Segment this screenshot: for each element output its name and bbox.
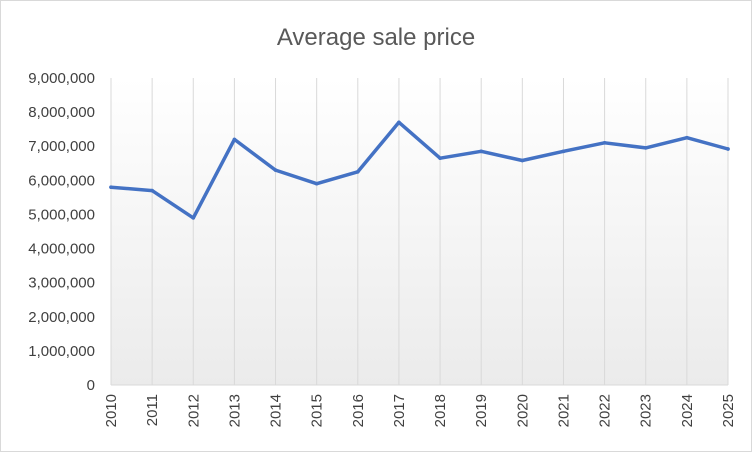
- x-axis: 2010 2011 2012 2013 2014 2015 2016 2017 2018 2019…: [103, 394, 737, 427]
- y-tick-label: 6,000,000: [28, 172, 95, 189]
- x-tick-label: 2022: [597, 394, 614, 427]
- data-point-2014: [273, 168, 278, 172]
- y-tick-label: 8,000,000: [28, 104, 95, 121]
- x-tick-label: 2018: [432, 394, 449, 427]
- plot-area: [111, 78, 728, 385]
- y-tick-label: 5,000,000: [28, 206, 95, 223]
- data-point-2013: [232, 137, 237, 142]
- data-point-2017: [397, 120, 401, 125]
- x-tick-label: 2016: [350, 394, 367, 427]
- x-tick-label: 2021: [555, 394, 572, 427]
- data-point-2016: [356, 170, 360, 174]
- data-point-2018: [438, 156, 442, 160]
- data-point-2022: [602, 141, 607, 145]
- y-tick-label: 4,000,000: [28, 241, 95, 258]
- x-tick-label: 2023: [638, 394, 655, 427]
- x-tick-label: 2020: [514, 394, 531, 427]
- x-tick-label: 2024: [679, 394, 696, 427]
- data-point-2011: [150, 188, 154, 193]
- y-tick-label: 9,000,000: [28, 70, 95, 87]
- x-tick-label: 2017: [391, 394, 408, 427]
- x-tick-label: 2025: [720, 394, 737, 427]
- grid-lines: [110, 78, 729, 386]
- data-point-2024: [685, 135, 689, 140]
- data-point-2015: [314, 181, 319, 186]
- x-tick-label: 2011: [144, 394, 161, 426]
- y-axis: 0 1,000,000 2,000,000 3,000,000 4,000,000 5,0…: [28, 70, 95, 394]
- x-tick-label: 2012: [185, 394, 202, 427]
- x-tick-label: 2015: [309, 394, 326, 427]
- series-line: [109, 120, 730, 220]
- x-tick-label: 2014: [268, 394, 285, 427]
- data-point-2021: [561, 149, 566, 154]
- x-tick-label: 2013: [226, 394, 243, 427]
- x-tick-label: 2010: [103, 394, 120, 427]
- data-point-2025: [726, 147, 730, 151]
- y-tick-label: 1,000,000: [28, 343, 95, 360]
- y-tick-label: 0: [87, 377, 95, 394]
- x-tick-label: 2019: [473, 394, 490, 427]
- y-tick-label: 2,000,000: [28, 309, 95, 326]
- data-point-2012: [191, 216, 196, 220]
- data-point-2019: [479, 149, 484, 154]
- chart-title: Average sale price: [277, 24, 475, 51]
- y-tick-label: 3,000,000: [28, 275, 95, 292]
- series-group: [109, 120, 730, 220]
- data-point-2020: [520, 158, 525, 163]
- y-tick-label: 7,000,000: [28, 138, 95, 155]
- data-point-2010: [109, 185, 113, 189]
- data-point-2023: [643, 146, 648, 150]
